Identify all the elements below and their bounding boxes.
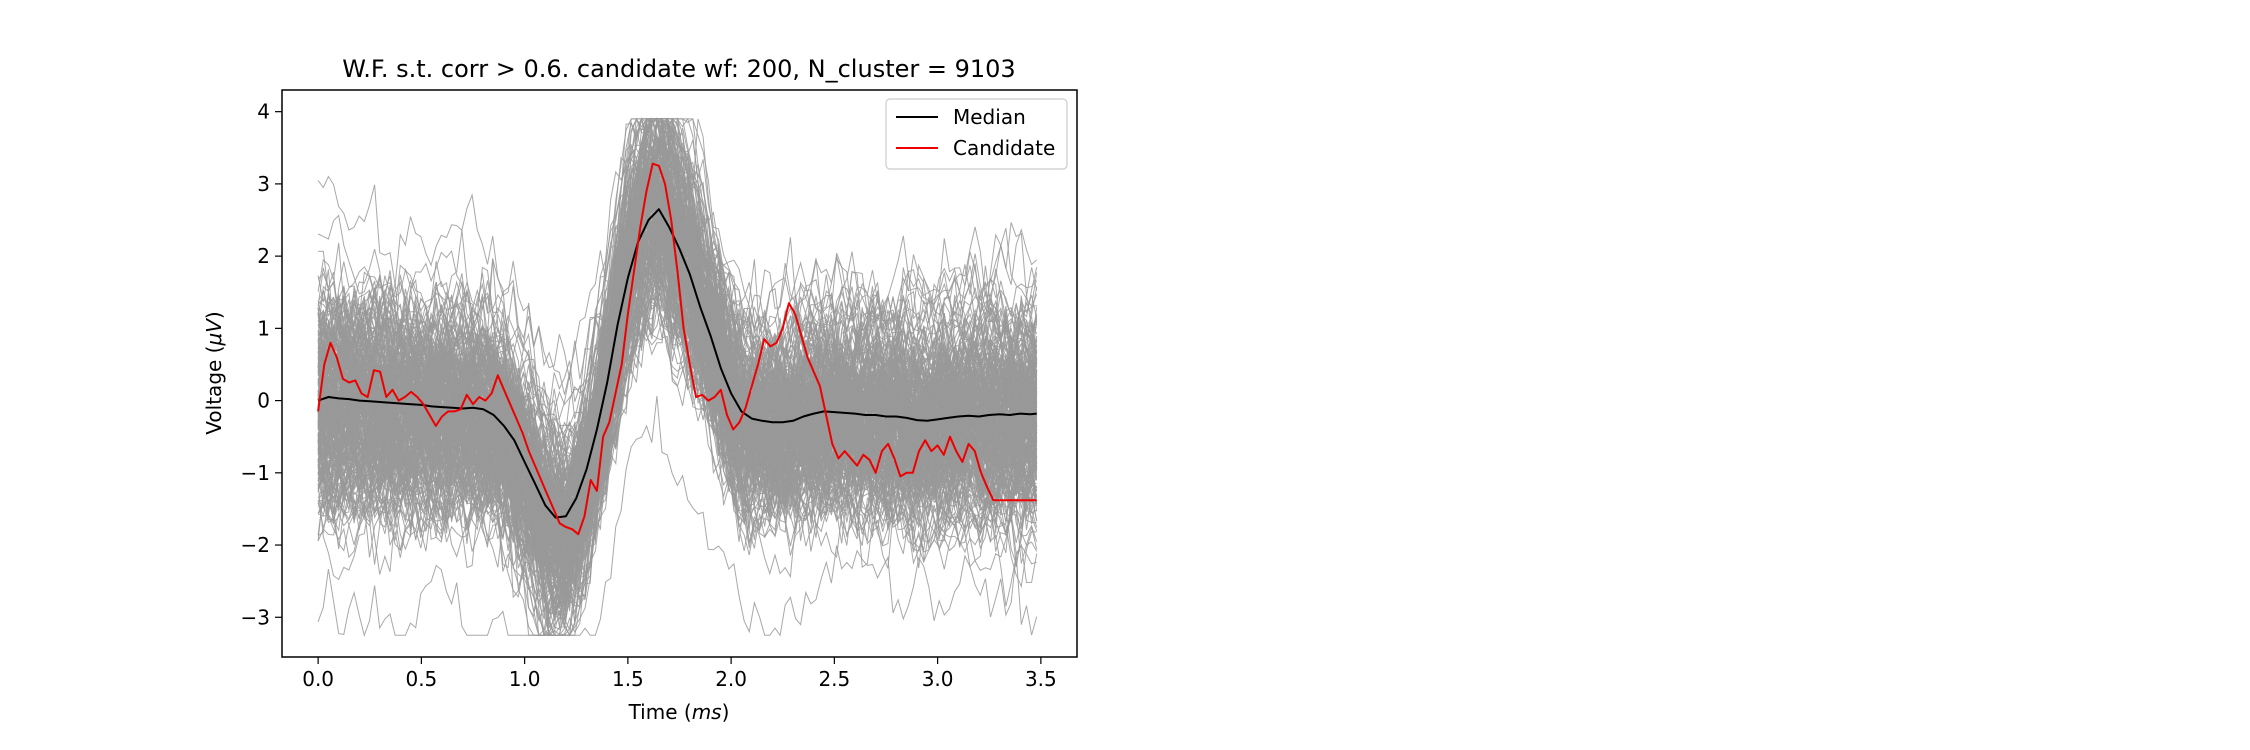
legend: Median Candidate: [885, 98, 1068, 170]
background-waveform: [317, 134, 1038, 518]
y-tick-label: 4: [257, 100, 270, 124]
x-axis-label-suffix: ): [722, 700, 730, 724]
background-waveform: [317, 124, 1038, 540]
x-tick-label: 3.0: [922, 667, 954, 691]
background-waveform: [317, 396, 1038, 638]
background-waveforms: [317, 116, 1038, 638]
background-waveform: [317, 210, 1037, 532]
x-tick-label: 1.0: [509, 667, 541, 691]
background-waveform: [317, 118, 1037, 466]
legend-median-label: Median: [953, 105, 1026, 129]
y-tick-label: −1: [241, 461, 270, 485]
x-tick-label: 1.5: [612, 667, 644, 691]
candidate-line: [317, 162, 1037, 536]
y-tick-label: 2: [257, 244, 270, 268]
y-tick-label: 3: [257, 172, 270, 196]
background-waveform: [317, 160, 1038, 615]
background-waveform: [317, 147, 1038, 634]
background-waveform: [317, 166, 1038, 537]
x-tick-label: 2.5: [818, 667, 850, 691]
background-waveform: [317, 118, 1038, 563]
x-tick-label: 3.5: [1025, 667, 1057, 691]
y-axis-label-suffix: ): [202, 311, 226, 319]
y-tick-label: −2: [241, 533, 270, 557]
y-axis-label-unit: μV: [202, 318, 226, 347]
y-tick-label: 1: [257, 316, 270, 340]
median-line: [317, 208, 1037, 519]
x-tick-label: 0.0: [302, 667, 334, 691]
background-waveform: [317, 176, 1038, 510]
x-axis-label-unit: ms: [692, 700, 722, 724]
x-axis-label: Time (ms): [628, 700, 730, 724]
x-tick-label: 0.5: [405, 667, 437, 691]
series-lines: [317, 162, 1037, 536]
axis-ticks: 0.0 0.5 1.0 1.5 2.0 2.5 3.0 3.5 −3 −2 −1 0 1 2 3 4: [241, 100, 1057, 691]
background-waveform: [317, 183, 1037, 621]
background-waveform: [317, 135, 1038, 541]
legend-candidate-label: Candidate: [953, 136, 1055, 160]
background-waveform: [317, 118, 1038, 569]
y-axis-label-prefix: Voltage (: [202, 346, 226, 435]
x-tick-label: 2.0: [715, 667, 747, 691]
y-tick-label: −3: [241, 605, 270, 629]
y-tick-label: 0: [257, 389, 270, 413]
background-waveform: [317, 118, 1038, 421]
background-waveform: [317, 117, 1038, 437]
chart-title: W.F. s.t. corr > 0.6. candidate wf: 200,…: [342, 55, 1015, 83]
axes-frame: [281, 89, 1078, 658]
background-waveform: [317, 164, 1038, 573]
y-axis-label: Voltage (μV): [202, 311, 226, 434]
x-axis-label-prefix: Time (: [628, 700, 692, 724]
background-waveform: [317, 117, 1038, 531]
